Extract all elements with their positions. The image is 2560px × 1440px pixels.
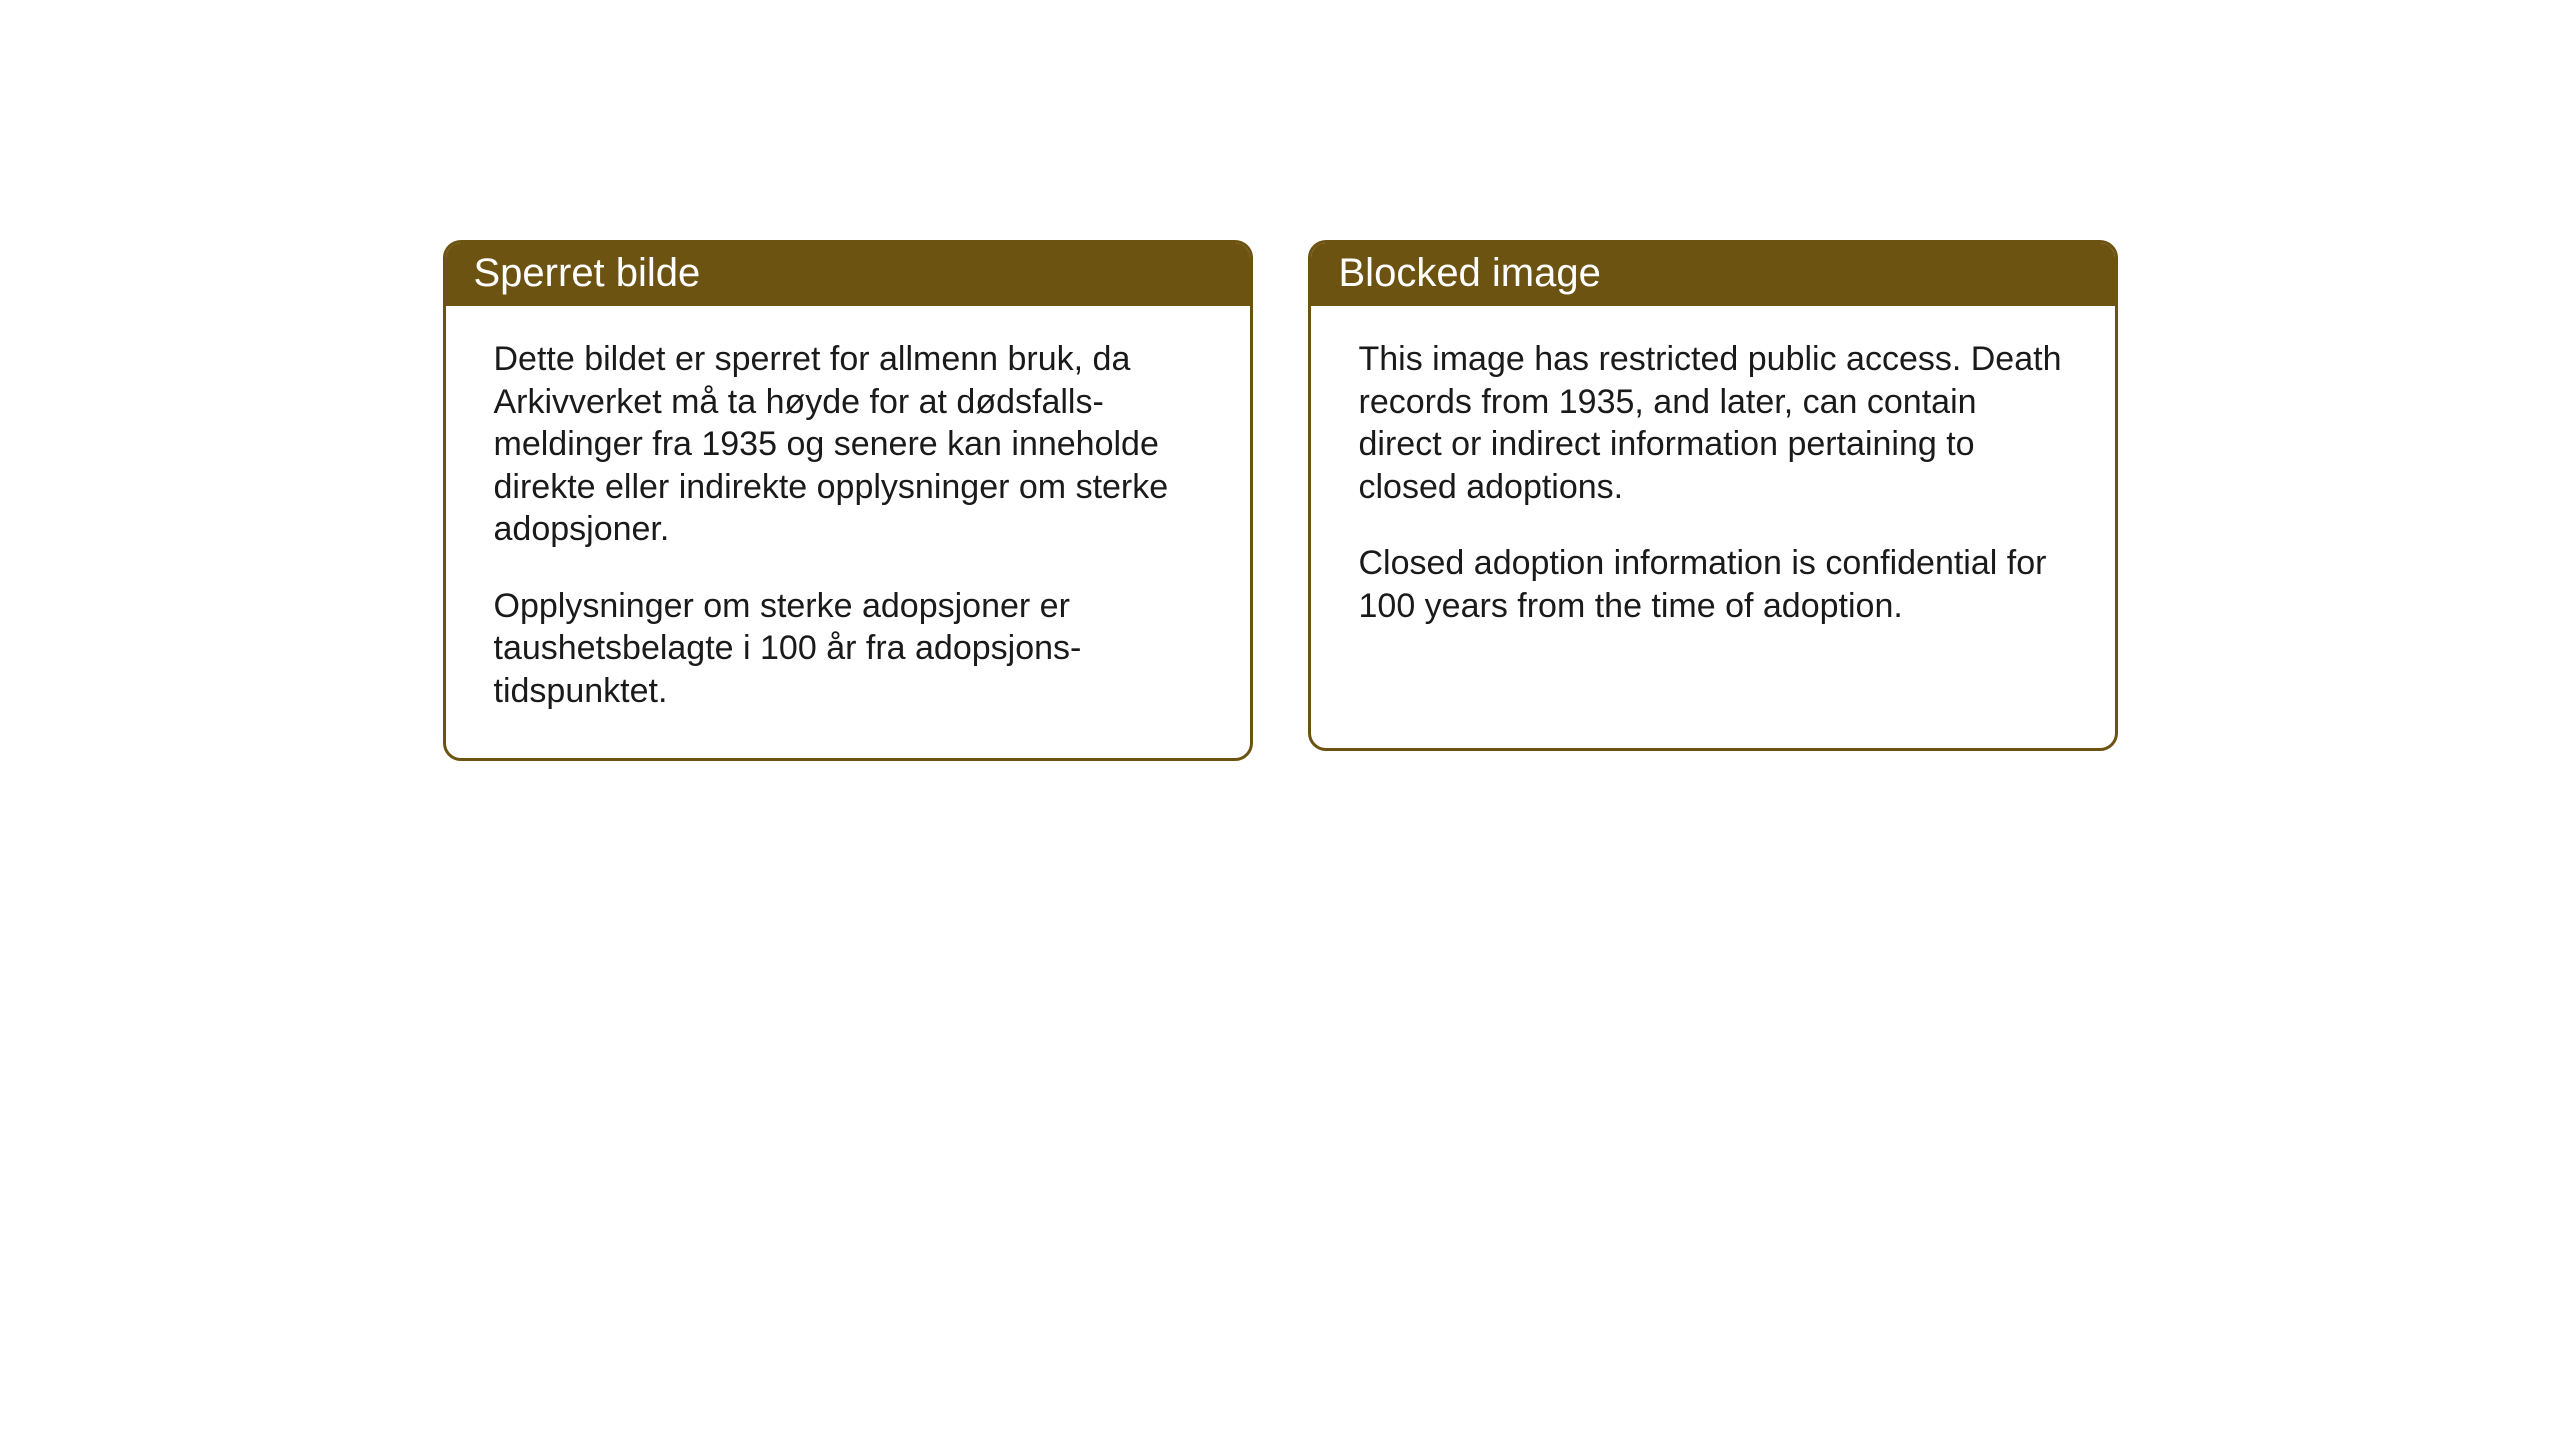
notice-container: Sperret bilde Dette bildet er sperret fo… [443,240,2118,761]
paragraph-2-norwegian: Opplysninger om sterke adopsjoner er tau… [494,585,1202,713]
paragraph-1-norwegian: Dette bildet er sperret for allmenn bruk… [494,338,1202,551]
card-header-english: Blocked image [1311,243,2115,306]
card-title-english: Blocked image [1339,251,1601,295]
paragraph-1-english: This image has restricted public access.… [1359,338,2067,508]
card-body-english: This image has restricted public access.… [1311,306,2115,673]
card-body-norwegian: Dette bildet er sperret for allmenn bruk… [446,306,1250,758]
card-header-norwegian: Sperret bilde [446,243,1250,306]
notice-card-norwegian: Sperret bilde Dette bildet er sperret fo… [443,240,1253,761]
card-title-norwegian: Sperret bilde [474,251,701,295]
notice-card-english: Blocked image This image has restricted … [1308,240,2118,751]
paragraph-2-english: Closed adoption information is confident… [1359,542,2067,627]
